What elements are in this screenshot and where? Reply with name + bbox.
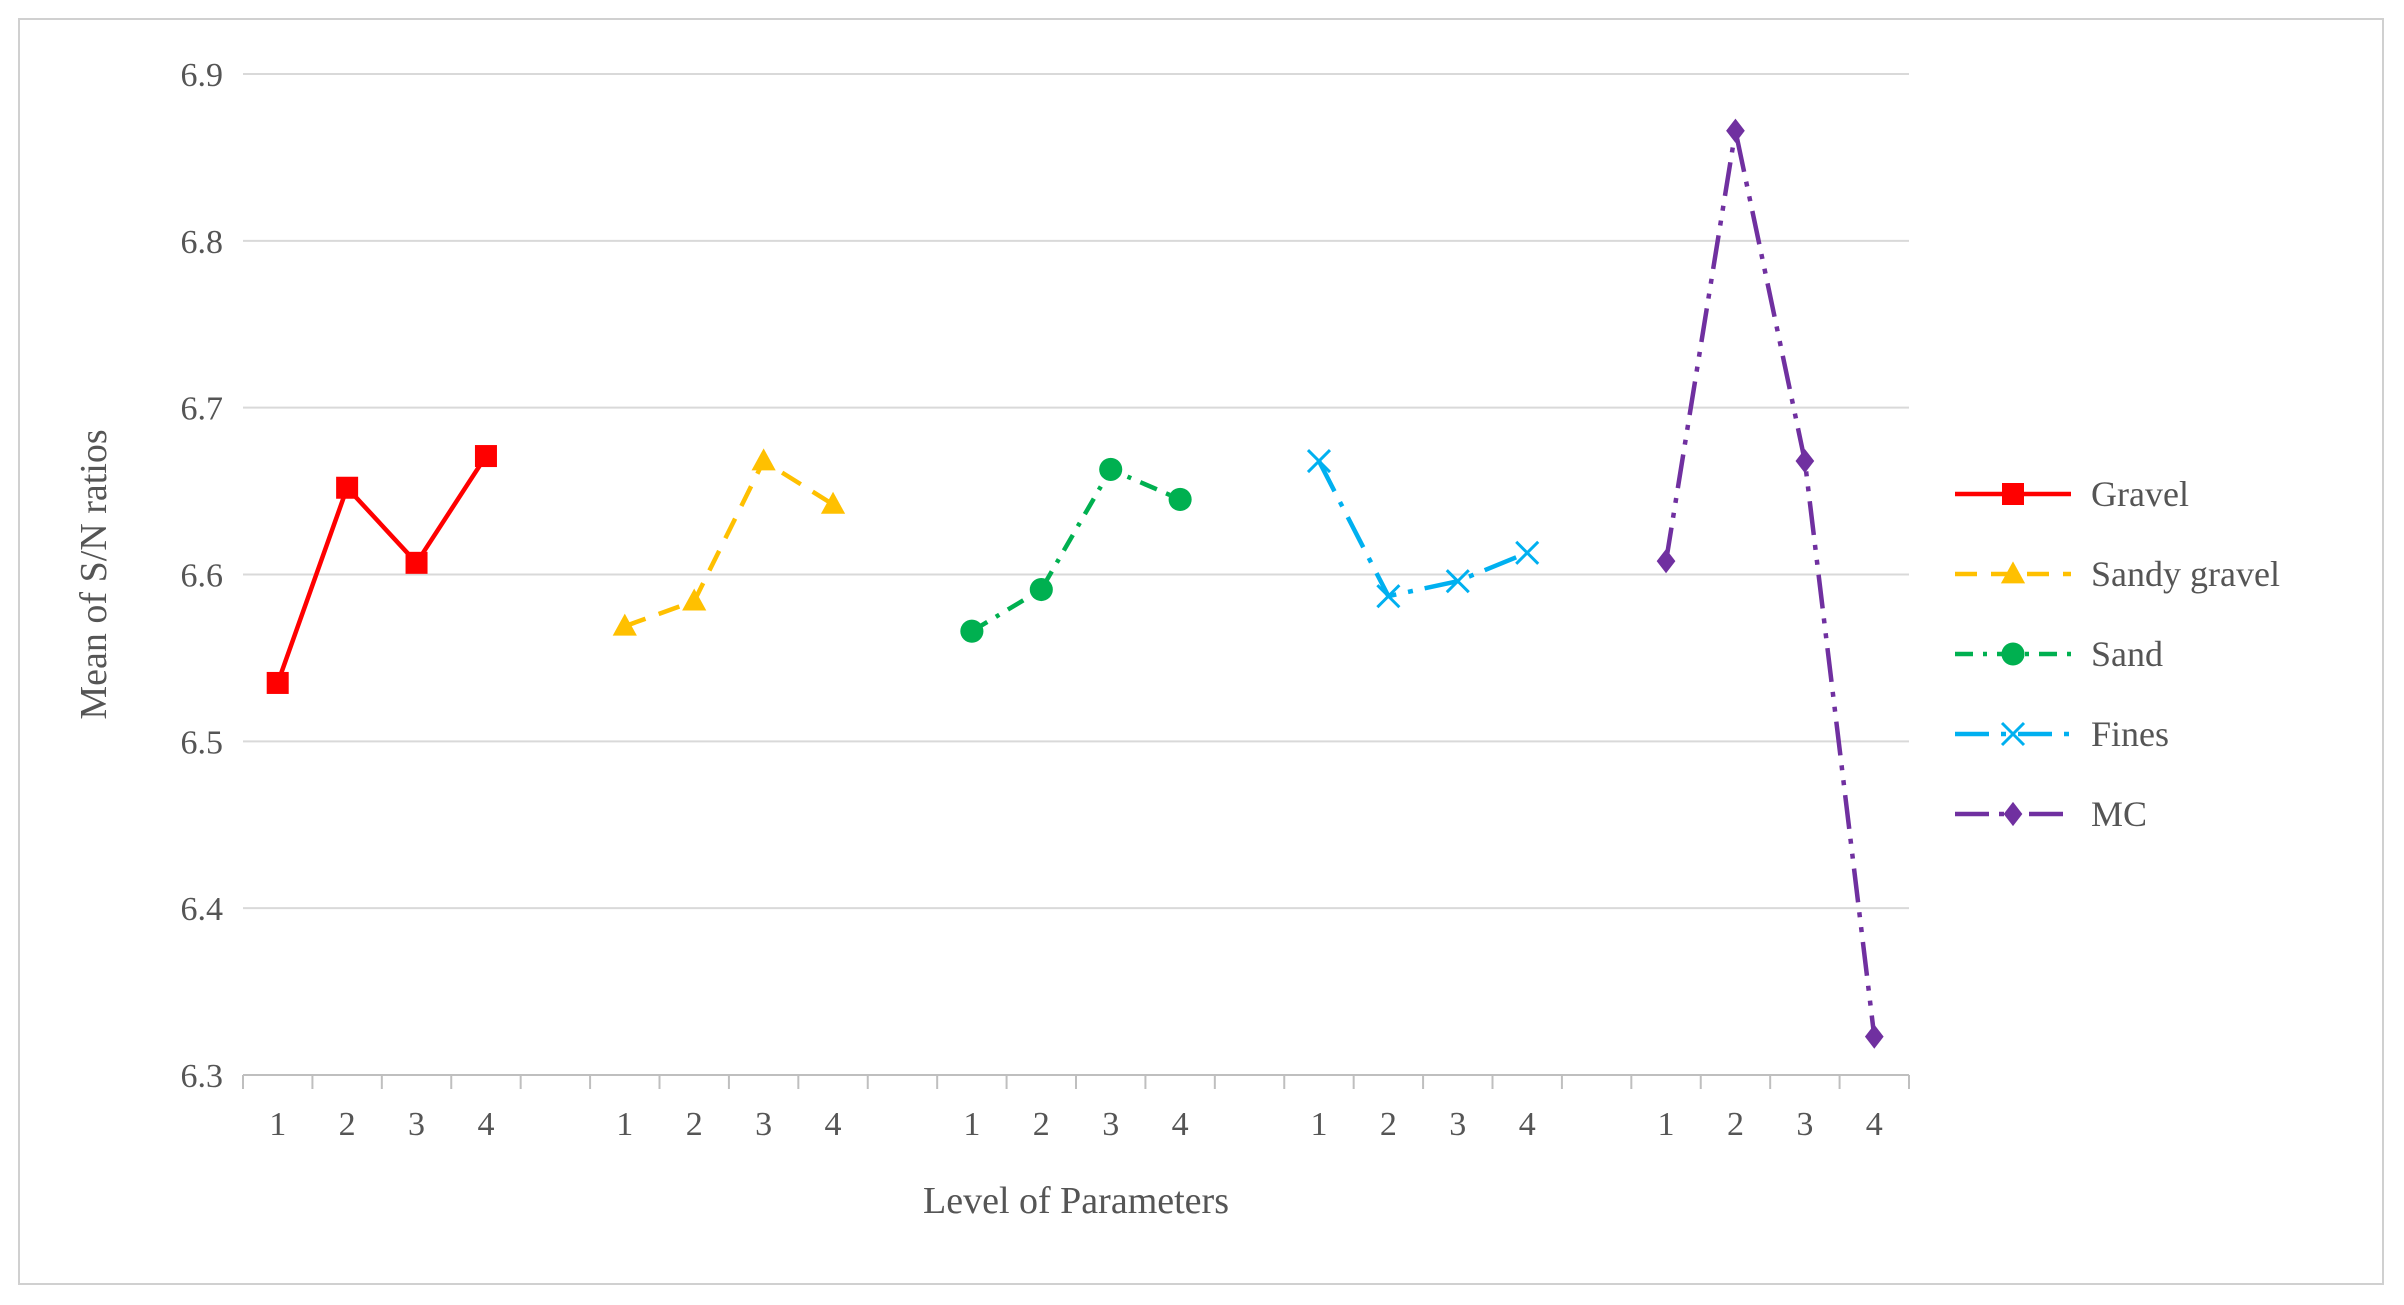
data-point (2000, 561, 2026, 584)
gridlines (243, 73, 1909, 1076)
legend-item: Sand (1955, 634, 2163, 674)
data-point (2002, 483, 2024, 505)
x-axis: 1 2 3 4 1 2 3 4 1 2 3 4 1 2 3 4 1 2 3 4 (242, 1075, 1910, 1143)
x-tick-label: 2 (339, 1106, 356, 1143)
x-tick-label: 1 (1658, 1106, 1675, 1143)
x-tick-label: 2 (1727, 1106, 1744, 1143)
x-tick-label: 2 (1033, 1106, 1050, 1143)
series-sandy-gravel (612, 448, 846, 636)
x-tick-label: 2 (1380, 1106, 1397, 1143)
data-point (1726, 118, 1745, 143)
x-tick-label: 3 (1102, 1106, 1119, 1143)
data-point (336, 476, 359, 499)
y-tick-label: 6.6 (181, 558, 224, 595)
y-axis-title: Mean of S/N ratios (73, 429, 115, 719)
x-tick-label: 4 (1172, 1106, 1189, 1143)
data-point (1306, 448, 1332, 474)
legend-label: Fines (2091, 714, 2169, 754)
series-line (970, 467, 1182, 634)
series-mc (1656, 118, 1884, 1049)
x-tick-label: 1 (1310, 1106, 1327, 1143)
legend-label: Sandy gravel (2091, 554, 2280, 594)
data-point (1029, 577, 1053, 602)
y-axis: 6.3 6.4 6.5 6.6 6.7 6.8 6.9 (181, 57, 224, 1095)
series-sand (960, 457, 1192, 643)
legend-label: Gravel (2091, 474, 2189, 514)
legend-item: Sandy gravel (1955, 554, 2280, 594)
x-axis-title: Level of Parameters (923, 1180, 1229, 1222)
data-point (1515, 540, 1540, 565)
legend-item: Gravel (1955, 474, 2189, 514)
x-tick-label: 1 (269, 1106, 286, 1143)
x-tick-label: 4 (825, 1106, 842, 1143)
y-tick-label: 6.3 (181, 1058, 224, 1095)
data-point (751, 448, 776, 471)
x-tick-label: 4 (477, 1106, 494, 1143)
x-tick-label: 2 (686, 1106, 703, 1143)
series-line (275, 454, 488, 684)
series-line (1316, 460, 1529, 599)
data-point (1656, 549, 1676, 574)
legend: Gravel Sandy gravel Sand Fines MC (1955, 474, 2280, 834)
legend-label: MC (2091, 794, 2147, 834)
data-point (1445, 569, 1470, 594)
data-point (682, 588, 707, 611)
data-point (266, 671, 289, 694)
y-tick-label: 6.5 (181, 724, 224, 761)
series-gravel (266, 445, 497, 694)
x-tick-label: 3 (1449, 1106, 1466, 1143)
y-tick-label: 6.4 (181, 891, 224, 928)
data-point (1795, 448, 1815, 474)
x-tick-label: 1 (963, 1106, 980, 1143)
data-point (960, 619, 984, 643)
y-tick-label: 6.9 (181, 57, 224, 94)
plot-area (266, 118, 1884, 1049)
data-point (2001, 642, 2025, 666)
x-tick-label: 4 (1866, 1106, 1883, 1143)
legend-label: Sand (2091, 634, 2163, 674)
data-point (820, 491, 846, 514)
x-tick-label: 3 (755, 1106, 772, 1143)
data-point (474, 445, 497, 468)
y-tick-label: 6.8 (181, 224, 224, 261)
data-point (1168, 487, 1192, 511)
legend-item: Fines (1955, 714, 2169, 754)
data-point (1099, 457, 1123, 481)
x-tick-label: 3 (1796, 1106, 1813, 1143)
series-fines (1306, 448, 1540, 609)
y-tick-label: 6.7 (181, 391, 224, 428)
data-point (2003, 801, 2023, 827)
data-point (2000, 721, 2026, 747)
series-line (1663, 128, 1877, 1037)
x-tick-label: 1 (616, 1106, 633, 1143)
data-point (1864, 1024, 1884, 1049)
x-tick-label: 4 (1519, 1106, 1536, 1143)
data-point (612, 613, 637, 636)
x-tick-label: 3 (408, 1106, 425, 1143)
data-point (1376, 584, 1401, 609)
data-point (405, 551, 428, 574)
legend-item: MC (1955, 794, 2147, 834)
series-line (624, 458, 835, 629)
